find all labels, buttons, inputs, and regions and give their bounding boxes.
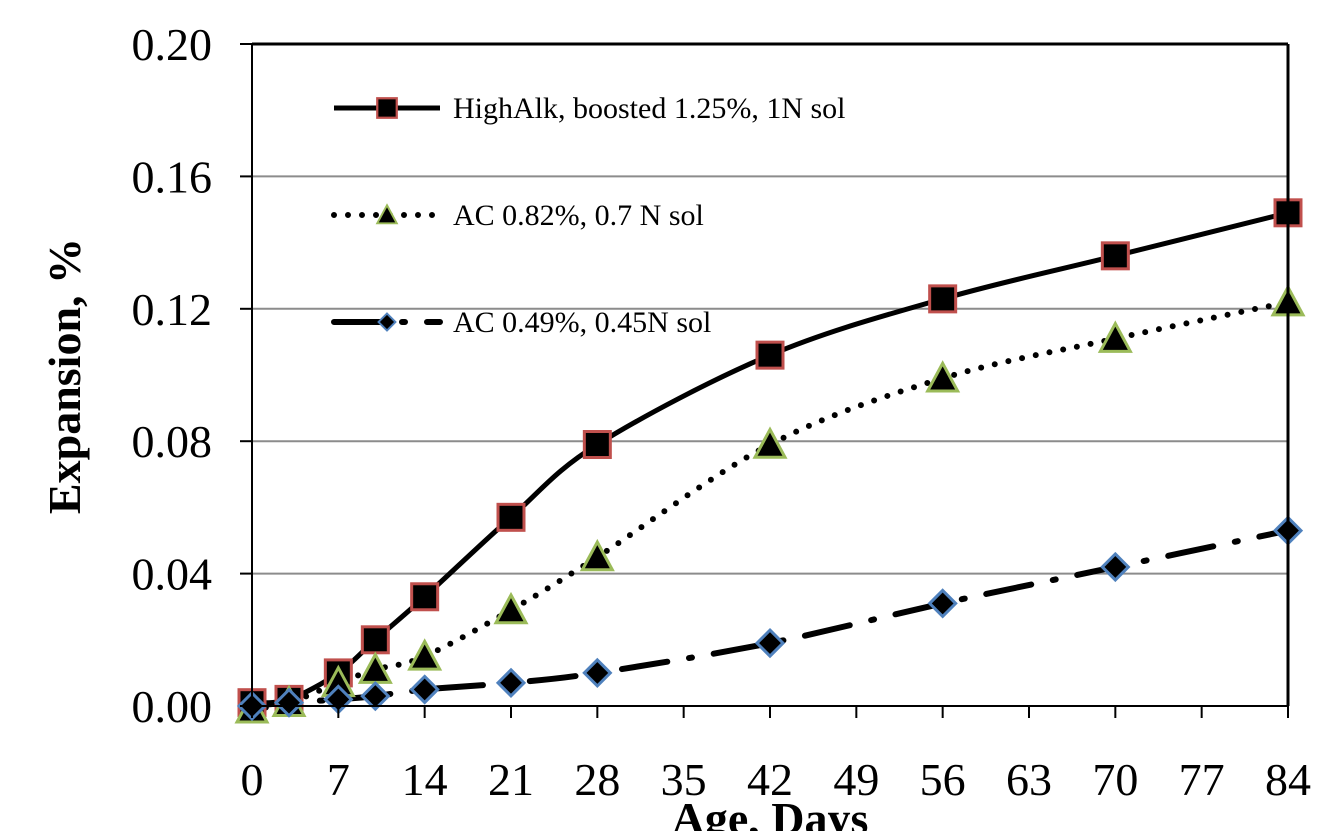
x-tick-label: 63	[1006, 754, 1052, 805]
x-tick-label: 21	[488, 754, 534, 805]
legend-marker-shape	[376, 97, 398, 119]
x-tick-label: 70	[1092, 754, 1138, 805]
y-tick-label: 0.12	[132, 284, 213, 335]
x-tick-label: 77	[1179, 754, 1225, 805]
x-tick-label: 35	[661, 754, 707, 805]
data-point-series-2	[407, 638, 443, 671]
legend-marker-3	[377, 312, 397, 332]
y-tick-label: 0.08	[132, 416, 213, 467]
data-point-series-3	[754, 627, 786, 659]
data-point-series-1	[928, 284, 958, 314]
data-point-series-1	[1100, 241, 1130, 271]
data-point-series-1	[360, 625, 390, 655]
y-tick-label: 0.04	[132, 549, 213, 600]
y-tick-label: 0.00	[132, 681, 213, 732]
data-point-series-3	[927, 588, 958, 619]
axes	[240, 42, 1290, 718]
data-point-series-2	[579, 538, 615, 572]
data-point-series-1	[582, 430, 612, 460]
data-point-series-2	[752, 426, 788, 459]
y-axis-title: Expansion, %	[39, 238, 90, 514]
x-tick-label: 14	[402, 754, 448, 805]
y-tick-label: 0.16	[132, 151, 213, 202]
legend: HighAlk, boosted 1.25%, 1N sol AC 0.82%, …	[331, 92, 846, 339]
legend-label-1: HighAlk, boosted 1.25%, 1N sol	[453, 92, 846, 125]
x-tick-label: 7	[327, 754, 350, 805]
x-tick-label: 28	[574, 754, 620, 805]
legend-label-2: AC 0.82%, 0.7 N sol	[453, 199, 704, 232]
x-tick-label: 84	[1265, 754, 1311, 805]
data-point-series-3	[1100, 551, 1131, 583]
data-point-series-2	[493, 591, 529, 625]
data-point-series-3	[273, 687, 305, 718]
tick-labels: 0.00 0.04 0.08 0.12 0.16 0.20 0 7 14 21 28 35 42 49 56…	[132, 19, 1312, 805]
gridlines	[252, 175, 1288, 575]
x-tick-label: 42	[747, 754, 793, 805]
data-point-series-3	[495, 667, 527, 698]
x-tick-label: 49	[833, 754, 879, 805]
legend-marker-2	[375, 203, 399, 225]
legend-marker-shape	[375, 203, 399, 225]
data-point-series-1	[496, 502, 526, 532]
y-tick-label: 0.20	[132, 19, 213, 70]
data-point-series-2	[925, 360, 961, 393]
x-tick-label: 0	[241, 754, 264, 805]
data-point-series-3	[409, 674, 440, 705]
series-line-3	[249, 527, 1291, 709]
data-point-series-1	[755, 340, 785, 370]
series-markers	[234, 198, 1306, 724]
data-point-series-3	[360, 680, 391, 712]
legend-marker-shape	[377, 312, 397, 332]
data-point-series-2	[1097, 320, 1133, 353]
legend-label-3: AC 0.49%, 0.45N sol	[453, 306, 711, 339]
x-axis-title: Age, Days	[672, 793, 869, 831]
data-point-series-1	[410, 582, 440, 612]
data-point-series-3	[582, 657, 613, 689]
legend-marker-1	[376, 97, 398, 119]
x-tick-label: 56	[920, 754, 966, 805]
